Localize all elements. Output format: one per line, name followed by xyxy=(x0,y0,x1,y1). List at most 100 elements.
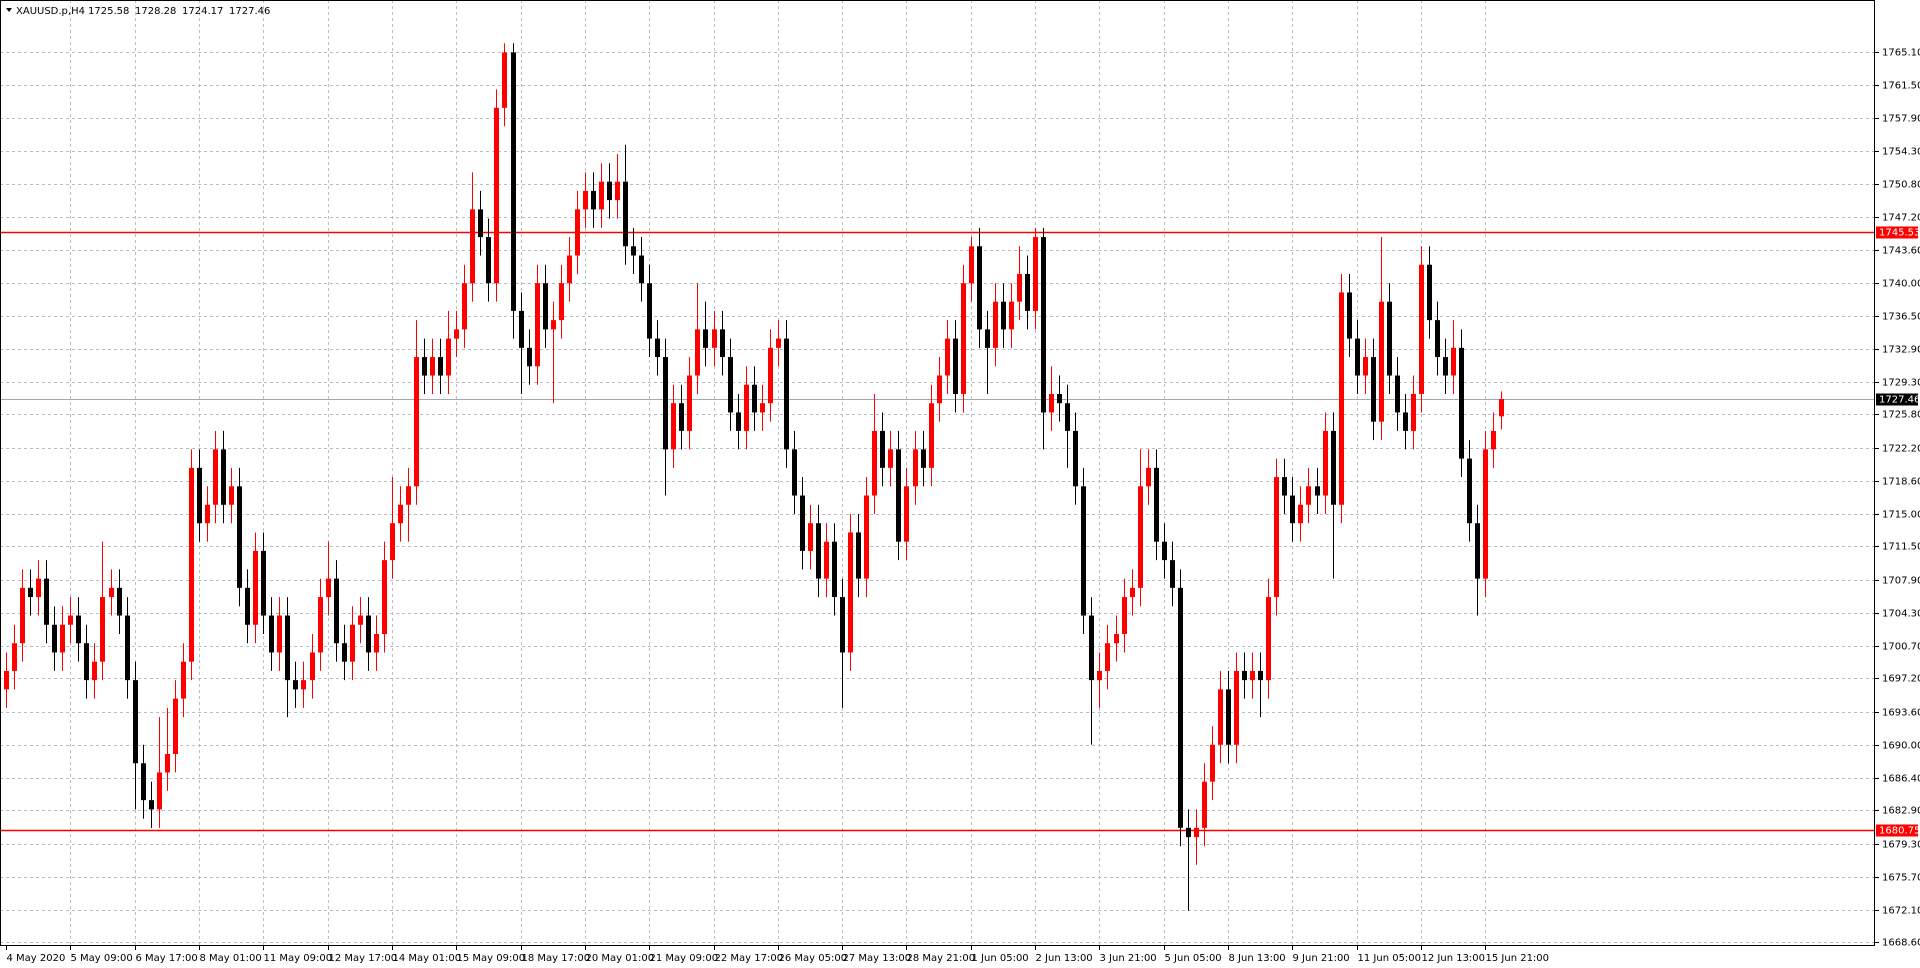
candle-body xyxy=(76,615,81,644)
candle-body xyxy=(301,680,306,690)
candle-body xyxy=(1331,430,1336,505)
x-tick-label: 8 Jun 13:00 xyxy=(1229,953,1286,964)
x-tick-label: 3 Jun 21:00 xyxy=(1100,953,1157,964)
candle-body xyxy=(880,430,885,468)
candle-body xyxy=(414,357,419,487)
y-tick-label: 1732.90 xyxy=(1882,345,1920,356)
candle-body xyxy=(1089,615,1094,681)
candle-body xyxy=(575,209,580,256)
candle-body xyxy=(752,384,757,413)
candle-body xyxy=(728,357,733,413)
candle-body xyxy=(663,357,668,450)
candle-body xyxy=(157,772,162,810)
candle-body xyxy=(1122,597,1127,634)
candle-body xyxy=(285,615,290,681)
y-tick-label: 1679.30 xyxy=(1882,840,1920,851)
candle-body xyxy=(398,504,403,524)
candle-body xyxy=(1162,541,1167,561)
candle-body xyxy=(655,338,660,358)
candle-body xyxy=(12,643,17,671)
candle-body xyxy=(953,338,958,394)
price-box-label: 1727.46 xyxy=(1879,395,1920,406)
candle-body xyxy=(929,403,934,468)
candle-body xyxy=(133,680,138,764)
x-tick-label: 20 May 01:00 xyxy=(586,953,655,964)
candle-body xyxy=(511,52,516,311)
y-tick-label: 1690.00 xyxy=(1882,741,1920,752)
candle-body xyxy=(816,523,821,579)
candle-body xyxy=(1105,643,1110,671)
candle-body xyxy=(1073,430,1078,487)
x-tick-label: 11 May 09:00 xyxy=(264,953,333,964)
candle-body xyxy=(189,467,194,662)
candle-body xyxy=(221,449,226,505)
candle-body xyxy=(20,587,25,644)
candle-body xyxy=(888,449,893,468)
candle-body xyxy=(342,643,347,662)
candle-body xyxy=(945,338,950,376)
candle-body xyxy=(1081,486,1086,616)
candle-body xyxy=(896,449,901,542)
candle-body xyxy=(1403,412,1408,431)
candle-body xyxy=(647,283,652,339)
candle-body xyxy=(92,661,97,681)
candle-body xyxy=(1347,292,1352,339)
candle-body xyxy=(245,587,250,625)
candle-body xyxy=(1097,670,1102,681)
candle-body xyxy=(800,495,805,551)
candle-body xyxy=(486,237,491,284)
candle-body xyxy=(864,495,869,579)
x-tick-label: 15 Jun 21:00 xyxy=(1486,953,1550,964)
candle-body xyxy=(109,587,114,598)
candle-body xyxy=(969,246,974,284)
candle-body xyxy=(1041,237,1046,413)
candle-body xyxy=(1218,689,1223,745)
x-tick-label: 5 May 09:00 xyxy=(71,953,133,964)
y-tick-label: 1697.20 xyxy=(1882,674,1920,685)
x-tick-label: 14 May 01:00 xyxy=(393,953,462,964)
candle-body xyxy=(1475,523,1480,579)
candle-body xyxy=(1226,689,1231,745)
candle-body xyxy=(446,338,451,376)
candle-body xyxy=(872,430,877,496)
y-tick-label: 1750.80 xyxy=(1882,180,1920,191)
y-tick-label: 1700.70 xyxy=(1882,642,1920,653)
candle-body xyxy=(141,763,146,801)
candle-body xyxy=(1138,486,1143,588)
candle-body xyxy=(760,403,765,413)
candle-body xyxy=(470,209,475,284)
candle-body xyxy=(687,375,692,431)
candle-body xyxy=(4,670,9,690)
candle-body xyxy=(261,550,266,616)
candle-body xyxy=(181,661,186,699)
candle-body xyxy=(720,329,725,358)
candle-body xyxy=(1323,430,1328,496)
candle-body xyxy=(494,107,499,284)
candle-body xyxy=(430,357,435,376)
plot-frame xyxy=(0,0,1875,946)
candle-body xyxy=(293,680,298,690)
candle-body xyxy=(1419,264,1424,394)
candle-body xyxy=(1146,467,1151,487)
candle-body xyxy=(1186,827,1191,838)
x-tick-label: 22 May 17:00 xyxy=(715,953,784,964)
y-tick-label: 1711.50 xyxy=(1882,542,1920,553)
candle-body xyxy=(679,403,684,431)
price-box xyxy=(1876,393,1918,406)
candle-body xyxy=(985,329,990,348)
candle-body xyxy=(1242,670,1247,681)
candle-body xyxy=(543,283,548,330)
candle-body xyxy=(382,560,387,634)
candle-body xyxy=(535,283,540,367)
y-tick-label: 1754.30 xyxy=(1882,147,1920,158)
candle-body xyxy=(1274,477,1279,598)
x-tick-label: 1 Jun 05:00 xyxy=(972,953,1029,964)
x-tick-label: 26 May 05:00 xyxy=(779,953,848,964)
candle-body xyxy=(213,449,218,505)
candle-body xyxy=(229,486,234,505)
candle-body xyxy=(607,181,612,201)
grid xyxy=(0,0,1875,946)
candle-body xyxy=(1025,273,1030,311)
candle-body xyxy=(165,753,170,773)
